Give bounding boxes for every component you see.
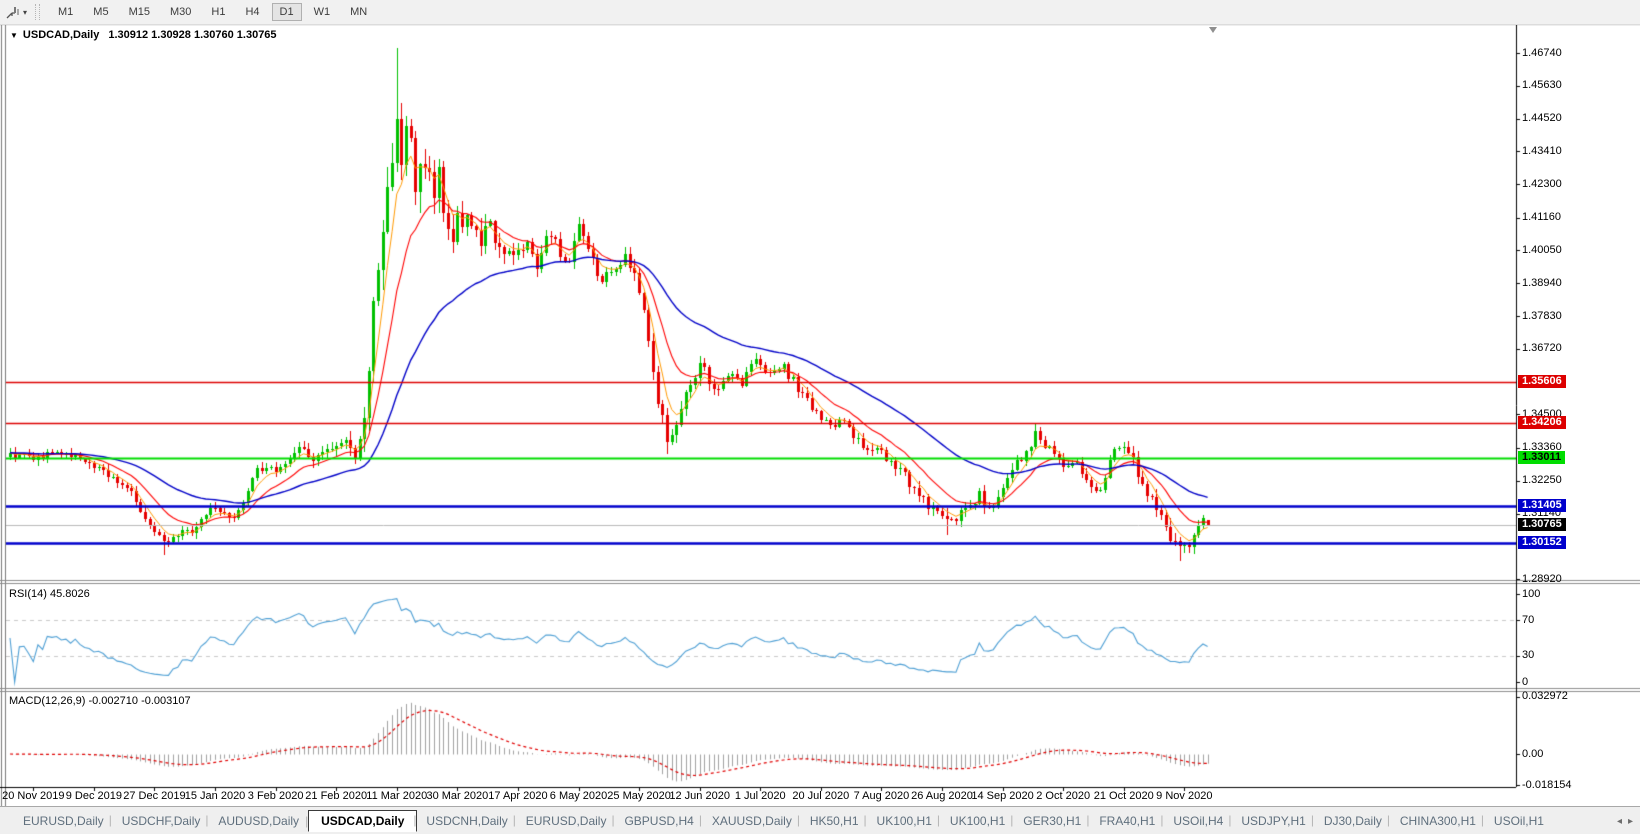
timeframe-h4-button[interactable]: H4 [237,3,267,21]
price-tick-label: 1.43410 [1522,144,1562,157]
price-tick-label: 1.28920 [1522,572,1562,585]
tab-xauusd-daily[interactable]: XAUUSD,Daily [699,810,801,832]
date-axis-label: 11 Mar 2020 [366,790,428,802]
tab-usdchf-daily[interactable]: USDCHF,Daily [109,810,210,832]
price-tick-label: 1.36720 [1522,342,1562,355]
date-axis-label: 21 Oct 2020 [1093,790,1154,802]
tab-usoil-h4[interactable]: USOil,H4 [1160,810,1232,832]
rsi-tick-label: 100 [1522,587,1541,600]
date-axis-label: 26 Aug 2020 [911,790,973,802]
price-tick-label: 1.32250 [1522,474,1562,487]
crosshair-cursor-icon [6,7,19,19]
macd-tick-label: 0.00 [1522,747,1544,760]
timeframe-m1-button[interactable]: M1 [50,3,81,21]
price-tick-label: 1.41160 [1522,211,1561,224]
date-axis-label: 20 Jul 2020 [792,790,850,802]
tab-eurusd-daily-2[interactable]: EURUSD,Daily [513,810,616,832]
price-tick-label: 1.46740 [1522,46,1562,59]
rsi-tick-label: 70 [1522,613,1535,626]
tab-eurusd-daily[interactable]: EURUSD,Daily [23,813,104,828]
rsi-tick-label: 0 [1522,675,1529,688]
tab-usdjpy-h1[interactable]: USDJPY,H1 [1228,810,1314,832]
macd-tick-label: 0.032972 [1522,690,1568,703]
timeframe-m30-button[interactable]: M30 [162,3,199,21]
chart-menu-caret-icon[interactable]: ▼ [10,30,18,40]
timeframe-mn-button[interactable]: MN [342,3,375,21]
tab-audusd-daily[interactable]: AUDUSD,Daily [205,810,308,832]
date-axis-label: 14 Sep 2020 [971,790,1034,802]
date-axis-label: 20 Nov 2019 [2,790,65,802]
date-axis-label: 21 Feb 2020 [305,790,368,802]
date-axis-label: 7 Aug 2020 [853,790,910,802]
price-tag: 1.30152 [1518,535,1566,549]
toolbar-separator [35,4,41,20]
tab-uk100-h1[interactable]: UK100,H1 [864,810,941,832]
tab-ger30-h1[interactable]: GER30,H1 [1010,810,1090,832]
price-tag: 1.34206 [1518,416,1566,429]
timeframe-toolbar: ▾ M1 M5 M15 M30 H1 H4 D1 W1 MN [0,0,1640,25]
date-axis-label: 12 Jun 2020 [669,790,730,802]
timeframe-m15-button[interactable]: M15 [121,3,158,21]
chart-ohlc-values: 1.30912 1.30928 1.30760 1.30765 [108,29,277,41]
timeframe-w1-button[interactable]: W1 [306,3,339,21]
chart-tool-icon[interactable] [4,3,22,21]
price-tick-label: 1.38940 [1522,276,1562,289]
price-tag: 1.33011 [1518,451,1566,465]
price-tag: 1.35606 [1518,374,1566,388]
rsi-tick-label: 30 [1522,649,1535,662]
price-tick-label: 1.37830 [1522,309,1562,322]
price-tick-label: 1.42300 [1522,177,1562,190]
tab-gbpusd-h4[interactable]: GBPUSD,H4 [611,810,702,832]
tab-china300-h1[interactable]: CHINA300,H1 [1387,810,1485,832]
tab-dj30-daily[interactable]: DJ30,Daily [1311,810,1391,832]
chart-symbol-title: USDCAD,Daily [22,29,100,41]
price-tick-label: 1.44520 [1522,112,1562,125]
price-tick-label: 1.45630 [1522,79,1562,92]
date-axis-label: 15 Jan 2020 [184,790,246,802]
toolbar-dropdown-caret-icon[interactable]: ▾ [23,7,28,17]
tab-scroll-left-icon[interactable]: ◂ [1616,815,1622,827]
price-tag: 1.30765 [1518,517,1566,531]
rsi-indicator-label: RSI(14) 45.8026 [9,588,90,600]
date-axis-label: 25 May 2020 [607,790,671,802]
chart-shift-marker[interactable] [1209,27,1217,33]
timeframe-m5-button[interactable]: M5 [85,3,116,21]
price-tick-label: 1.33360 [1522,441,1562,454]
tab-hk50-h1[interactable]: HK50,H1 [797,810,868,832]
timeframe-d1-button[interactable]: D1 [271,3,302,21]
date-axis-label: 9 Dec 2019 [65,790,123,802]
date-axis-label: 2 Oct 2020 [1036,790,1091,802]
tab-scroll-right-icon[interactable]: ▸ [1627,815,1633,827]
symbol-tab-bar: EURUSD,Daily USDCHF,Daily AUDUSD,Daily U… [0,806,1640,834]
date-axis-label: 1 Jul 2020 [734,790,786,802]
date-axis-label: 6 May 2020 [549,790,608,802]
date-axis-label: 9 Nov 2020 [1156,790,1213,802]
macd-tick-label: -0.018154 [1522,778,1572,791]
macd-indicator-label: MACD(12,26,9) -0.002710 -0.003107 [9,695,191,707]
tab-scroll-arrows: ◂ ▸ [1612,807,1637,834]
price-tick-label: 1.40050 [1522,243,1562,256]
date-axis-label: 30 Mar 2020 [426,790,489,802]
tab-fra40-h1[interactable]: FRA40,H1 [1086,810,1164,832]
timeframe-h1-button[interactable]: H1 [203,3,233,21]
tab-usdcad-daily[interactable]: USDCAD,Daily [305,809,418,832]
chart-title-row: ▼ USDCAD,Daily 1.30912 1.30928 1.30760 1… [10,29,277,41]
date-axis-label: 3 Feb 2020 [247,790,304,802]
tab-uk100-h1-2[interactable]: UK100,H1 [937,810,1014,832]
tab-usdcnh-daily[interactable]: USDCNH,Daily [413,810,516,832]
date-axis-label: 17 Apr 2020 [488,790,548,802]
price-tag: 1.31405 [1518,498,1566,512]
tab-usoil-h1[interactable]: USOil,H1 [1481,810,1553,832]
date-axis-label: 27 Dec 2019 [123,790,186,802]
